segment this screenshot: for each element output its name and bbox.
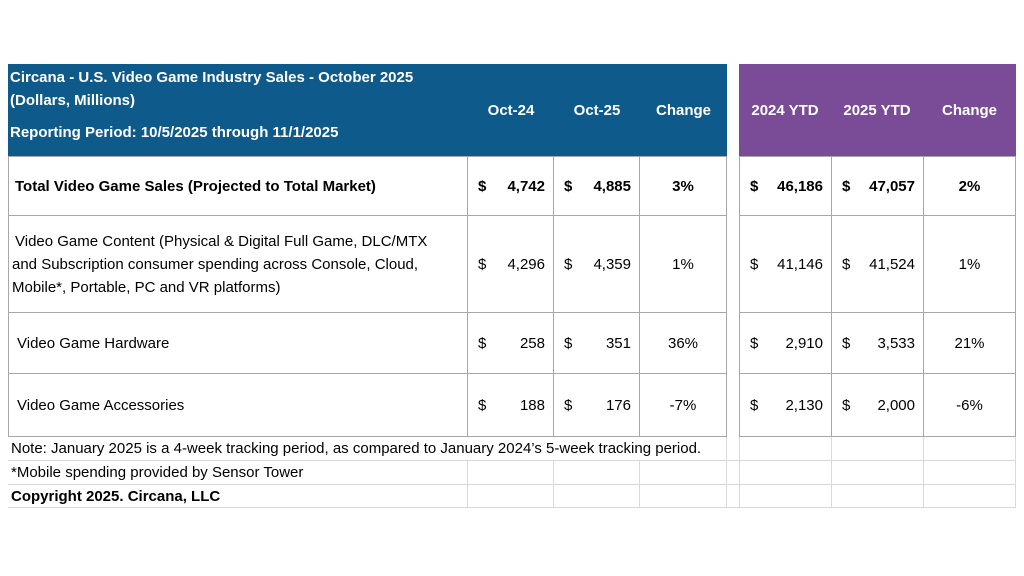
row-label-total: Total Video Game Sales (Projected to Tot… [8,156,468,216]
cell-hardware-ytd-change: 21% [923,312,1016,374]
col-header-2024-ytd: 2024 YTD [739,64,831,156]
col-header-ytd-change: Change [923,64,1016,156]
col-header-monthly-change: Change [640,64,727,156]
header-title-block: Circana - U.S. Video Game Industry Sales… [8,64,468,156]
footnote-january: Note: January 2025 is a 4-week tracking … [8,437,708,460]
cell-accessories-change: -7% [639,373,727,437]
report-units: (Dollars, Millions) [10,92,136,109]
cell-content-oct25: $4,359 [553,215,640,313]
cell-hardware-ytd25: $3,533 [831,312,924,374]
cell-hardware-change: 36% [639,312,727,374]
cell-total-ytd24: $46,186 [739,156,832,216]
cell-total-ytd-change: 2% [923,156,1016,216]
cell-total-change: 3% [639,156,727,216]
cell-hardware-ytd24: $2,910 [739,312,832,374]
cell-content-ytd24: $41,146 [739,215,832,313]
col-header-oct24: Oct-24 [468,64,554,156]
row-label-content: Video Game Content (Physical & Digital F… [8,215,468,313]
cell-accessories-oct24: $188 [467,373,554,437]
cell-accessories-oct25: $176 [553,373,640,437]
reporting-period: Reporting Period: 10/5/2025 through 11/1… [10,124,339,141]
footnote-mobile: *Mobile spending provided by Sensor Towe… [8,461,310,484]
cell-content-ytd25: $41,524 [831,215,924,313]
cell-accessories-ytd-change: -6% [923,373,1016,437]
cell-accessories-ytd25: $2,000 [831,373,924,437]
report-title: Circana - U.S. Video Game Industry Sales… [10,69,414,86]
copyright-notice: Copyright 2025. Circana, LLC [8,485,227,507]
cell-hardware-oct25: $351 [553,312,640,374]
cell-total-oct25: $4,885 [553,156,640,216]
cell-content-ytd-change: 1% [923,215,1016,313]
cell-accessories-ytd24: $2,130 [739,373,832,437]
col-header-oct25: Oct-25 [554,64,640,156]
col-header-2025-ytd: 2025 YTD [831,64,923,156]
cell-total-oct24: $4,742 [467,156,554,216]
cell-hardware-oct24: $258 [467,312,554,374]
row-label-accessories: Video Game Accessories [8,373,468,437]
cell-content-change: 1% [639,215,727,313]
sales-table: Circana - U.S. Video Game Industry Sales… [8,64,1016,508]
row-label-hardware: Video Game Hardware [8,312,468,374]
cell-total-ytd25: $47,057 [831,156,924,216]
cell-content-oct24: $4,296 [467,215,554,313]
